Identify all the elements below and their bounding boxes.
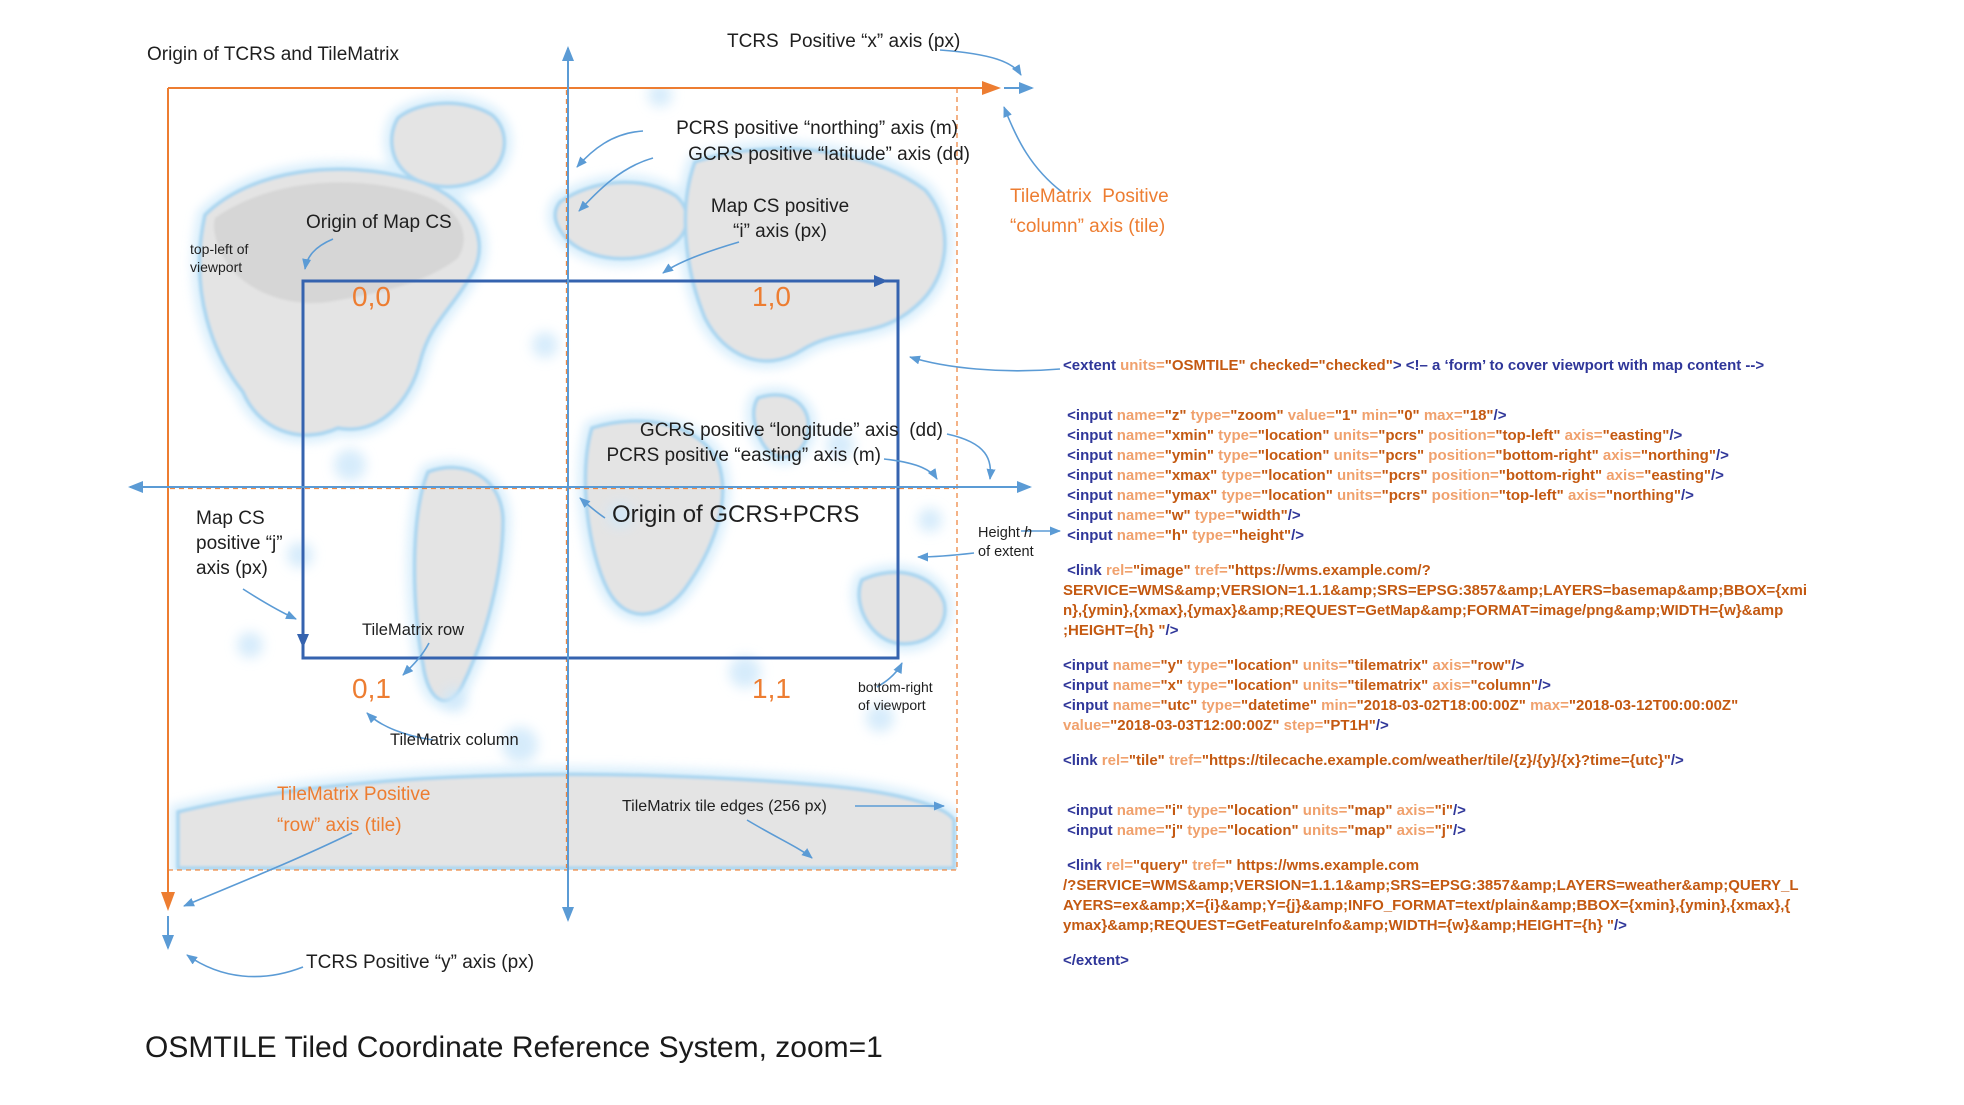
callout-tcrs-y — [186, 954, 304, 978]
code-blank-line — [1063, 546, 1773, 561]
tile-label-0-1: 0,1 — [352, 673, 391, 704]
label-mapcs-j-axis: Map CS positive “j” axis (px) — [196, 508, 283, 579]
code-blank-line — [1063, 936, 1773, 951]
code-line: <link rel="image" tref="https://wms.exam… — [1063, 562, 1431, 579]
code-line: <extent units="OSMTILE" checked="checked… — [1063, 357, 1765, 374]
callout-origin-mapcs — [302, 238, 334, 270]
height-label-h: h — [1023, 525, 1033, 541]
code-line: <input name="i" type="location" units="m… — [1063, 802, 1466, 819]
code-line: n},{ymin},{xmax},{ymax}&amp;REQUEST=GetM… — [1063, 602, 1784, 619]
code-line: AYERS=ex&amp;X={i}&amp;Y={j}&amp;INFO_FO… — [1063, 897, 1791, 914]
label-gcrs-longitude: GCRS positive “longitude” axis (dd) — [639, 420, 943, 441]
code-line: ;HEIGHT={h} "/> — [1063, 622, 1179, 639]
callout-extent-code — [909, 355, 1061, 372]
callout-tile-edge-bottom — [746, 819, 813, 859]
label-pcrs-northing: PCRS positive “northing” axis (m) — [676, 118, 958, 139]
label-tcrs-y-axis: TCRS Positive “y” axis (px) — [306, 952, 535, 973]
code-line: </extent> — [1063, 952, 1129, 969]
code-line: <input name="ymin" type="location" units… — [1063, 447, 1729, 464]
code-line: <input name="w" type="width"/> — [1063, 507, 1301, 524]
map-region-canada — [214, 182, 464, 303]
code-blank-line — [1063, 841, 1773, 856]
code-line: <input name="j" type="location" units="m… — [1063, 822, 1466, 839]
label-tile-edges: TileMatrix tile edges (256 px) — [622, 798, 827, 815]
height-label-prefix: Height — [978, 525, 1024, 541]
code-blank-line — [1063, 376, 1773, 391]
label-mapcs-i-axis: Map CS positive “i” axis (px) — [710, 196, 850, 242]
code-line: <link rel="query" tref=" https://wms.exa… — [1063, 857, 1420, 874]
tile-label-1-1: 1,1 — [752, 673, 791, 704]
callout-gcrs-longitude — [946, 433, 996, 480]
tile-label-1-0: 1,0 — [752, 281, 791, 312]
callout-origin-gcrs — [579, 497, 606, 519]
label-origin-mapcs: Origin of Map CS — [306, 212, 452, 233]
code-blank-line — [1063, 771, 1773, 786]
code-line: <input name="ymax" type="location" units… — [1063, 487, 1694, 504]
label-origin-tcrs: Origin of TCRS and TileMatrix — [147, 44, 400, 65]
label-tilematrix-row: TileMatrix row — [362, 621, 465, 639]
callout-mapcs-i — [662, 241, 740, 274]
callout-tcrs-x — [939, 49, 1022, 76]
code-blank-line — [1063, 641, 1773, 656]
tile-label-0-0: 0,0 — [352, 281, 391, 312]
page-title: OSMTILE Tiled Coordinate Reference Syste… — [145, 1031, 883, 1064]
code-line: <input name="xmin" type="location" units… — [1063, 427, 1683, 444]
map-cloud-blobs — [237, 88, 942, 763]
code-line: <input name="z" type="zoom" value="1" mi… — [1063, 407, 1507, 424]
label-tilematrix-column-axis: TileMatrix Positive “column” axis (tile) — [1010, 186, 1169, 237]
code-line: <input name="x" type="location" units="t… — [1063, 677, 1551, 694]
callout-tilematrix-column — [366, 712, 434, 741]
label-gcrs-latitude: GCRS positive “latitude” axis (dd) — [688, 144, 970, 165]
label-tilematrix-row-axis: TileMatrix Positive “row” axis (tile) — [277, 784, 431, 836]
label-tcrs-x-axis: TCRS Positive “x” axis (px) — [727, 31, 961, 52]
code-line: <input name="utc" type="datetime" min="2… — [1063, 697, 1739, 714]
code-line: /?SERVICE=WMS&amp;VERSION=1.1.1&amp;SRS=… — [1063, 877, 1799, 894]
callout-pcrs-northing — [576, 130, 644, 168]
label-origin-gcrs-pcrs: Origin of GCRS+PCRS — [612, 501, 860, 528]
code-blank-line — [1063, 786, 1773, 801]
callout-row-axis — [183, 832, 353, 907]
callout-pcrs-easting — [883, 458, 938, 480]
tile-edge-dashed-lines — [168, 88, 958, 871]
label-pcrs-easting: PCRS positive “easting” axis (m) — [606, 445, 881, 466]
code-line: <input name="y" type="location" units="t… — [1063, 657, 1525, 674]
tcrs-origin-axes — [161, 81, 1001, 911]
callout-arrows — [183, 49, 1063, 978]
label-tilematrix-column: TileMatrix column — [390, 731, 519, 749]
code-line: <link rel="tile" tref="https://tilecache… — [1063, 752, 1684, 769]
code-line: ymax}&amp;REQUEST=GetFeatureInfo&amp;WID… — [1063, 917, 1627, 934]
callout-mapcs-j — [242, 588, 297, 620]
callout-gcrs-latitude — [578, 157, 654, 212]
code-line: <input name="h" type="height"/> — [1063, 527, 1305, 544]
code-line: value="2018-03-03T12:00:00Z" step="PT1H"… — [1063, 717, 1389, 734]
label-bottom-right-viewport: bottom-right of viewport — [858, 679, 933, 713]
callout-tilematrix-column-axis — [1003, 106, 1063, 193]
height-label-line2: of extent — [978, 544, 1034, 560]
code-panel: <extent units="OSMTILE" checked="checked… — [1063, 356, 1808, 971]
label-topleft-viewport: top-left of viewport — [190, 241, 249, 275]
callout-tilematrix-row — [402, 642, 430, 676]
code-line: <input name="xmax" type="location" units… — [1063, 467, 1724, 484]
callout-bottom-right-viewport — [876, 662, 903, 688]
callout-height-extent-left — [917, 552, 975, 562]
code-line: SERVICE=WMS&amp;VERSION=1.1.1&amp;SRS=EP… — [1063, 582, 1808, 599]
code-blank-line — [1063, 736, 1773, 751]
gcrs-pcrs-axes — [128, 46, 1034, 950]
code-blank-line — [1063, 391, 1773, 406]
extent-rectangle — [297, 275, 900, 660]
label-height-of-extent: Height h of extent — [978, 524, 1034, 562]
